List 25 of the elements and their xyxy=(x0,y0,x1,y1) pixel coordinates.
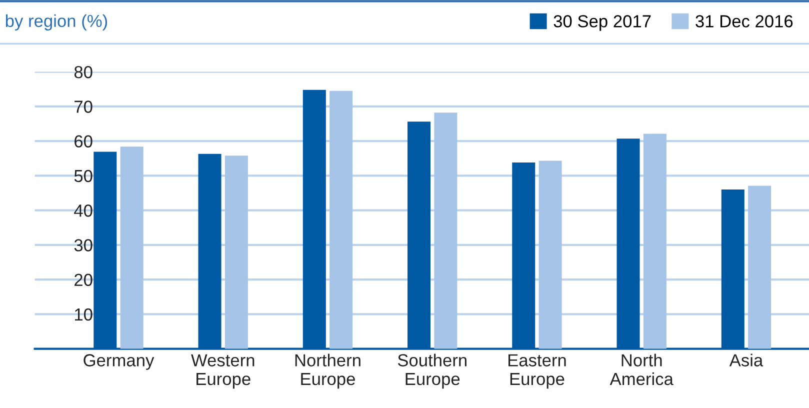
y-tick-label: 10 xyxy=(75,308,92,321)
y-tick-label: 80 xyxy=(74,66,92,78)
y-tick-label: 70 xyxy=(74,100,92,113)
legend-label: 30 Sep 2017 xyxy=(554,15,651,31)
bar xyxy=(224,156,248,349)
bar xyxy=(330,90,353,349)
bar xyxy=(434,112,458,349)
x-tick-label: Southern Europe xyxy=(398,354,466,389)
x-tick-label: Western Europe xyxy=(191,354,254,389)
x-tick-label: Eastern Europe xyxy=(508,354,566,389)
x-tick-label: Asia xyxy=(729,354,764,366)
x-tick-label: Northern Europe xyxy=(295,354,360,389)
y-tick-label: 50 xyxy=(74,170,92,182)
y-tick-label: 40 xyxy=(74,204,92,217)
y-tick-label: 30 xyxy=(74,239,92,252)
x-tick-label: North America xyxy=(610,354,674,386)
bar xyxy=(748,186,772,349)
x-tick-label: Germany xyxy=(84,354,154,370)
bar xyxy=(643,134,666,349)
y-tick-label: 20 xyxy=(74,274,92,286)
bar xyxy=(538,160,562,349)
y-tick-label: 60 xyxy=(74,135,92,148)
bar xyxy=(120,146,144,349)
legend-label: 31 Dec 2016 xyxy=(696,15,793,28)
chart-title: by region (%) xyxy=(6,14,108,31)
